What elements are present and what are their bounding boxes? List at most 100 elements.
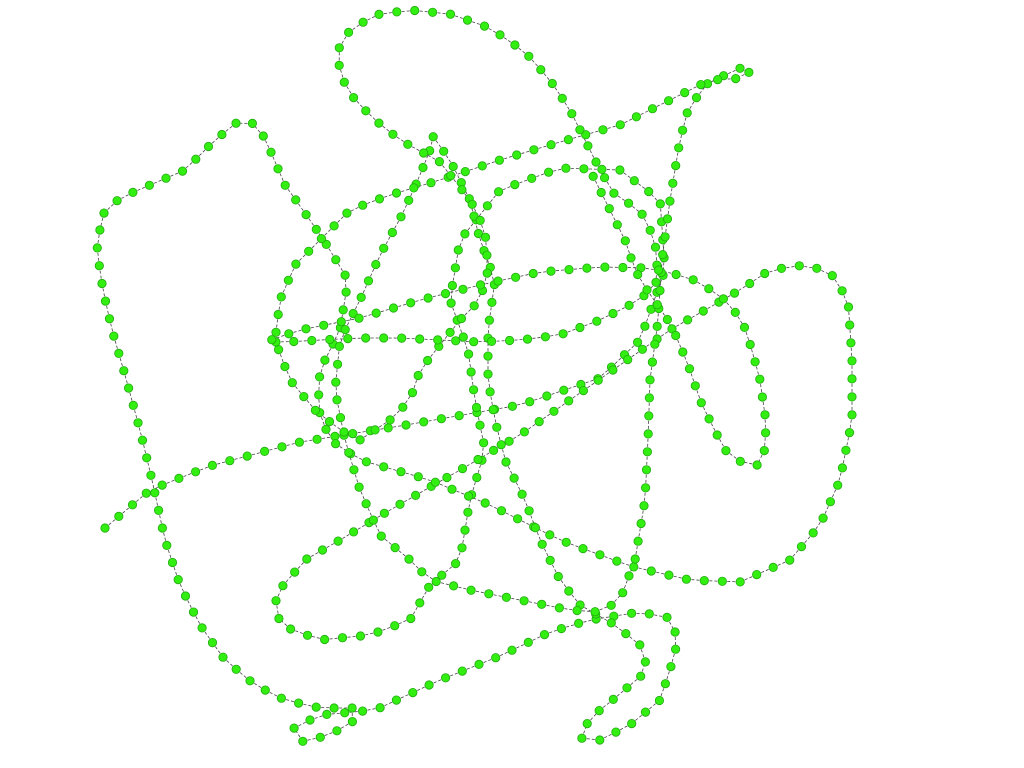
graph-node [648,358,656,366]
graph-node [448,485,456,493]
graph-node [643,286,651,294]
graph-node [295,438,303,446]
graph-node [232,119,240,127]
graph-node [418,568,426,576]
graph-node [447,171,455,179]
graph-node [101,524,109,532]
graph-node [459,285,467,293]
graph-node [380,509,388,517]
graph-node [404,140,412,148]
graph-node [286,625,294,633]
graph-node [397,213,405,221]
graph-node [386,416,394,424]
graph-node [714,75,722,83]
graph-node [625,572,633,580]
graph-node [268,336,276,344]
graph-node [568,110,576,118]
graph-node [464,350,472,358]
graph-node [681,88,689,96]
graph-node [481,499,489,507]
graph-node [321,356,329,364]
graph-node [487,337,495,345]
graph-node [318,546,326,554]
graph-node [441,674,449,682]
graph-node [288,379,296,387]
graph-node [624,199,632,207]
graph-node [243,452,251,460]
graph-node [463,16,471,24]
graph-node [753,570,761,578]
graph-node [497,507,505,515]
graph-node [384,424,392,432]
graph-node [320,635,328,643]
graph-node [458,186,466,194]
graph-node [550,407,558,415]
graph-node [645,610,653,618]
graph-node [619,263,627,271]
graph-node [204,142,212,150]
graph-node [429,133,437,141]
graph-node [364,277,372,285]
graph-node [609,366,617,374]
graph-node [736,64,744,72]
graph-node [751,358,759,366]
graph-node [828,271,836,279]
graph-node [483,251,491,259]
graph-node [645,187,653,195]
graph-node [303,631,311,639]
graph-node [664,97,672,105]
graph-node [306,716,314,724]
graph-node [336,413,344,421]
graph-node [461,526,469,534]
graph-node [474,455,482,463]
graph-node [473,473,481,481]
graph-node [335,342,343,350]
graph-node [502,458,510,466]
graph-node [641,322,649,330]
graph-node [312,225,320,233]
graph-node [613,221,621,229]
graph-node [596,736,604,744]
graph-node [638,345,646,353]
graph-node [333,727,341,735]
graph-node [597,188,605,196]
graph-node [736,457,744,465]
graph-node [332,256,340,264]
graph-node [576,126,584,134]
graph-node [359,201,367,209]
graph-node [305,247,313,255]
graph-node [472,403,480,411]
graph-node [636,641,644,649]
graph-node [848,357,856,365]
graph-node [525,507,533,515]
graph-node [531,524,539,532]
graph-node [565,265,573,273]
graph-node [391,622,399,630]
graph-node [593,317,601,325]
graph-node [96,226,104,234]
graph-node [232,665,240,673]
graph-node [322,425,330,433]
graph-node [513,151,521,159]
graph-node [646,376,654,384]
graph-node [424,294,432,302]
graph-node [277,694,285,702]
graph-node [485,590,493,598]
graph-node [555,604,563,612]
graph-node [672,161,680,169]
graph-node [578,734,586,742]
graph-node [647,567,655,575]
graph-node [656,286,664,294]
graph-node [143,454,151,462]
graph-node [458,464,466,472]
graph-node [162,174,170,182]
graph-node [323,710,331,718]
graph-node [168,558,176,566]
graph-node [399,403,407,411]
graph-node [761,269,769,277]
node-layer [93,6,856,745]
graph-node [628,719,636,727]
graph-node [683,109,691,117]
graph-node [719,295,727,303]
graph-node [410,184,418,192]
